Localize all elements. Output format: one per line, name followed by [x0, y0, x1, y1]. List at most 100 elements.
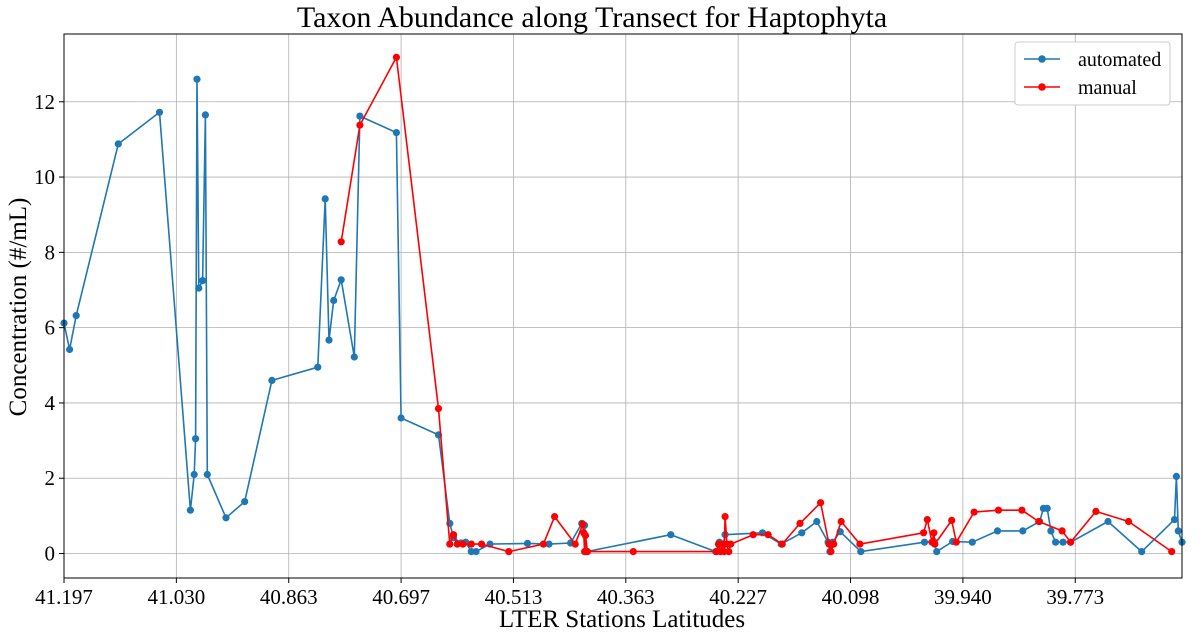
data-point-manual	[817, 499, 825, 507]
y-axis-label: Concentration (#/mL)	[5, 198, 32, 417]
data-point-manual	[1058, 527, 1066, 535]
legend-box	[1014, 41, 1171, 106]
data-point-automated	[268, 376, 276, 384]
data-point-manual	[337, 238, 345, 246]
data-point-manual	[830, 540, 838, 548]
data-point-automated	[392, 129, 400, 137]
data-point-automated	[1047, 527, 1055, 535]
data-point-manual	[434, 405, 443, 413]
data-point-manual	[778, 540, 786, 548]
data-point-automated	[314, 363, 322, 371]
data-point-manual	[725, 548, 733, 556]
data-point-automated	[325, 336, 333, 344]
data-point-automated	[813, 517, 821, 526]
data-point-automated	[195, 284, 203, 292]
data-point-manual	[539, 540, 548, 548]
legend-manual-label: manual	[1078, 77, 1137, 99]
legend-manual-marker	[1038, 83, 1046, 91]
chart-title: Taxon Abundance along Transect for Hapto…	[297, 1, 887, 34]
data-point-automated	[1138, 548, 1146, 556]
data-point-manual	[1168, 548, 1176, 556]
data-point-manual	[551, 513, 559, 521]
data-point-automated	[330, 296, 338, 305]
data-point-manual	[1035, 517, 1043, 526]
data-point-manual	[446, 540, 454, 548]
data-point-automated	[1104, 517, 1112, 526]
data-point-manual	[923, 516, 931, 524]
series-layer	[60, 53, 1186, 556]
data-point-automated	[199, 277, 207, 285]
data-point-manual	[1125, 517, 1133, 526]
x-tick-label: 40.363	[597, 585, 655, 609]
data-point-manual	[467, 540, 475, 548]
data-point-automated	[321, 195, 329, 203]
y-tick-label: 8	[45, 240, 56, 264]
data-point-automated	[201, 111, 209, 119]
data-point-manual	[994, 506, 1003, 514]
data-point-automated	[993, 527, 1002, 535]
data-point-automated	[1043, 504, 1051, 512]
data-point-automated	[241, 498, 249, 506]
data-point-automated	[1019, 527, 1027, 535]
data-point-automated	[193, 75, 201, 83]
data-point-manual	[796, 519, 804, 528]
data-point-automated	[66, 345, 74, 354]
data-point-manual	[721, 513, 729, 521]
data-point-manual	[931, 540, 939, 548]
data-point-manual	[930, 529, 938, 537]
data-point-automated	[523, 539, 532, 548]
series-manual	[337, 53, 1176, 556]
data-point-automated	[356, 112, 364, 120]
x-tick-label: 41.197	[35, 585, 93, 609]
y-tick-label: 6	[45, 316, 56, 340]
data-point-manual	[952, 538, 960, 546]
data-point-manual	[478, 540, 486, 548]
data-point-manual	[1018, 506, 1026, 514]
data-point-automated	[920, 538, 929, 546]
y-tick-label: 0	[45, 542, 56, 566]
data-point-automated	[192, 435, 200, 443]
data-point-automated	[203, 470, 211, 479]
data-point-manual	[727, 540, 735, 548]
data-point-manual	[837, 517, 845, 526]
x-tick-label: 40.513	[485, 585, 543, 609]
data-point-manual	[1092, 507, 1100, 515]
y-tick-label: 2	[45, 466, 56, 490]
data-point-automated	[798, 529, 806, 537]
data-point-automated	[222, 514, 230, 522]
data-point-automated	[114, 140, 122, 148]
data-point-manual	[970, 508, 978, 516]
data-point-automated	[667, 531, 675, 539]
data-point-automated	[545, 540, 553, 548]
data-point-manual	[571, 540, 579, 548]
x-tick-label: 39.773	[1046, 585, 1104, 609]
series-automated	[60, 75, 1186, 556]
legend-automated-marker	[1038, 55, 1046, 63]
grid-layer	[63, 34, 1182, 578]
data-point-automated	[1172, 472, 1180, 480]
data-point-automated	[1059, 538, 1067, 546]
data-point-manual	[827, 548, 835, 556]
data-point-automated	[155, 108, 164, 116]
data-point-manual	[356, 121, 364, 129]
x-tick-label: 39.940	[934, 585, 992, 609]
series-line-manual	[340, 56, 1173, 553]
data-point-automated	[337, 276, 345, 284]
y-tick-label: 10	[34, 165, 55, 189]
data-point-automated	[186, 506, 194, 514]
data-point-automated	[190, 470, 198, 479]
data-point-automated	[1052, 538, 1060, 546]
x-tick-label: 40.697	[372, 585, 430, 609]
data-point-automated	[397, 414, 405, 422]
x-tick-label: 40.863	[260, 585, 318, 609]
data-point-manual	[579, 520, 587, 528]
data-point-manual	[1067, 538, 1075, 546]
x-axis-label: LTER Stations Latitudes	[499, 606, 745, 633]
data-point-manual	[764, 531, 772, 539]
series-line-automated	[63, 78, 1183, 553]
data-point-automated	[857, 548, 865, 556]
data-point-manual	[856, 540, 864, 548]
data-point-manual	[583, 548, 592, 556]
